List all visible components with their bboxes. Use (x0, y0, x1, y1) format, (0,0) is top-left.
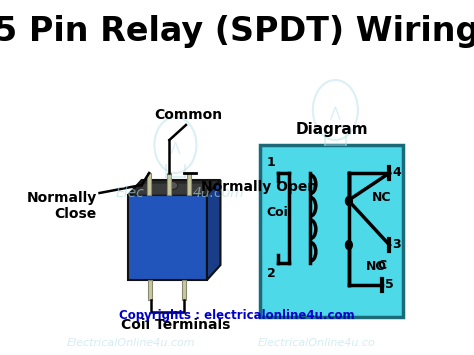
Bar (187, 173, 191, 195)
Text: 1: 1 (266, 156, 275, 169)
Ellipse shape (167, 181, 178, 190)
Bar (260, 145, 403, 317)
Circle shape (346, 197, 352, 206)
Bar (147, 173, 151, 195)
Text: C: C (377, 259, 386, 272)
Text: 2: 2 (266, 267, 275, 280)
Text: Common: Common (154, 108, 222, 122)
Text: ElectricalOnline4u.com: ElectricalOnline4u.com (66, 338, 195, 348)
Text: 4: 4 (392, 166, 401, 180)
Text: ElectricalOnline4u.co: ElectricalOnline4u.co (258, 338, 376, 348)
Text: Coil: Coil (266, 207, 292, 219)
Text: 4u.com: 4u.com (193, 186, 244, 200)
Bar (167, 173, 171, 195)
Text: NO: NO (365, 260, 386, 273)
Text: 5: 5 (385, 279, 394, 291)
Bar (182, 280, 186, 300)
Text: Elec: Elec (115, 186, 144, 200)
Polygon shape (207, 180, 220, 280)
Text: Copyrights : electricalonline4u.com: Copyrights : electricalonline4u.com (119, 310, 355, 322)
Text: Normally
Close: Normally Close (27, 191, 97, 221)
Text: 3: 3 (392, 239, 401, 251)
Text: 5 Pin Relay (SPDT) Wiring: 5 Pin Relay (SPDT) Wiring (0, 16, 474, 49)
Text: Normally Open: Normally Open (201, 180, 317, 194)
Text: Diagram: Diagram (295, 122, 368, 137)
Bar (128, 195, 207, 280)
Polygon shape (134, 183, 212, 195)
Polygon shape (128, 180, 220, 195)
Circle shape (346, 240, 352, 250)
Text: NC: NC (372, 191, 392, 204)
Text: Coil Terminals: Coil Terminals (121, 318, 230, 332)
Bar (148, 280, 152, 300)
